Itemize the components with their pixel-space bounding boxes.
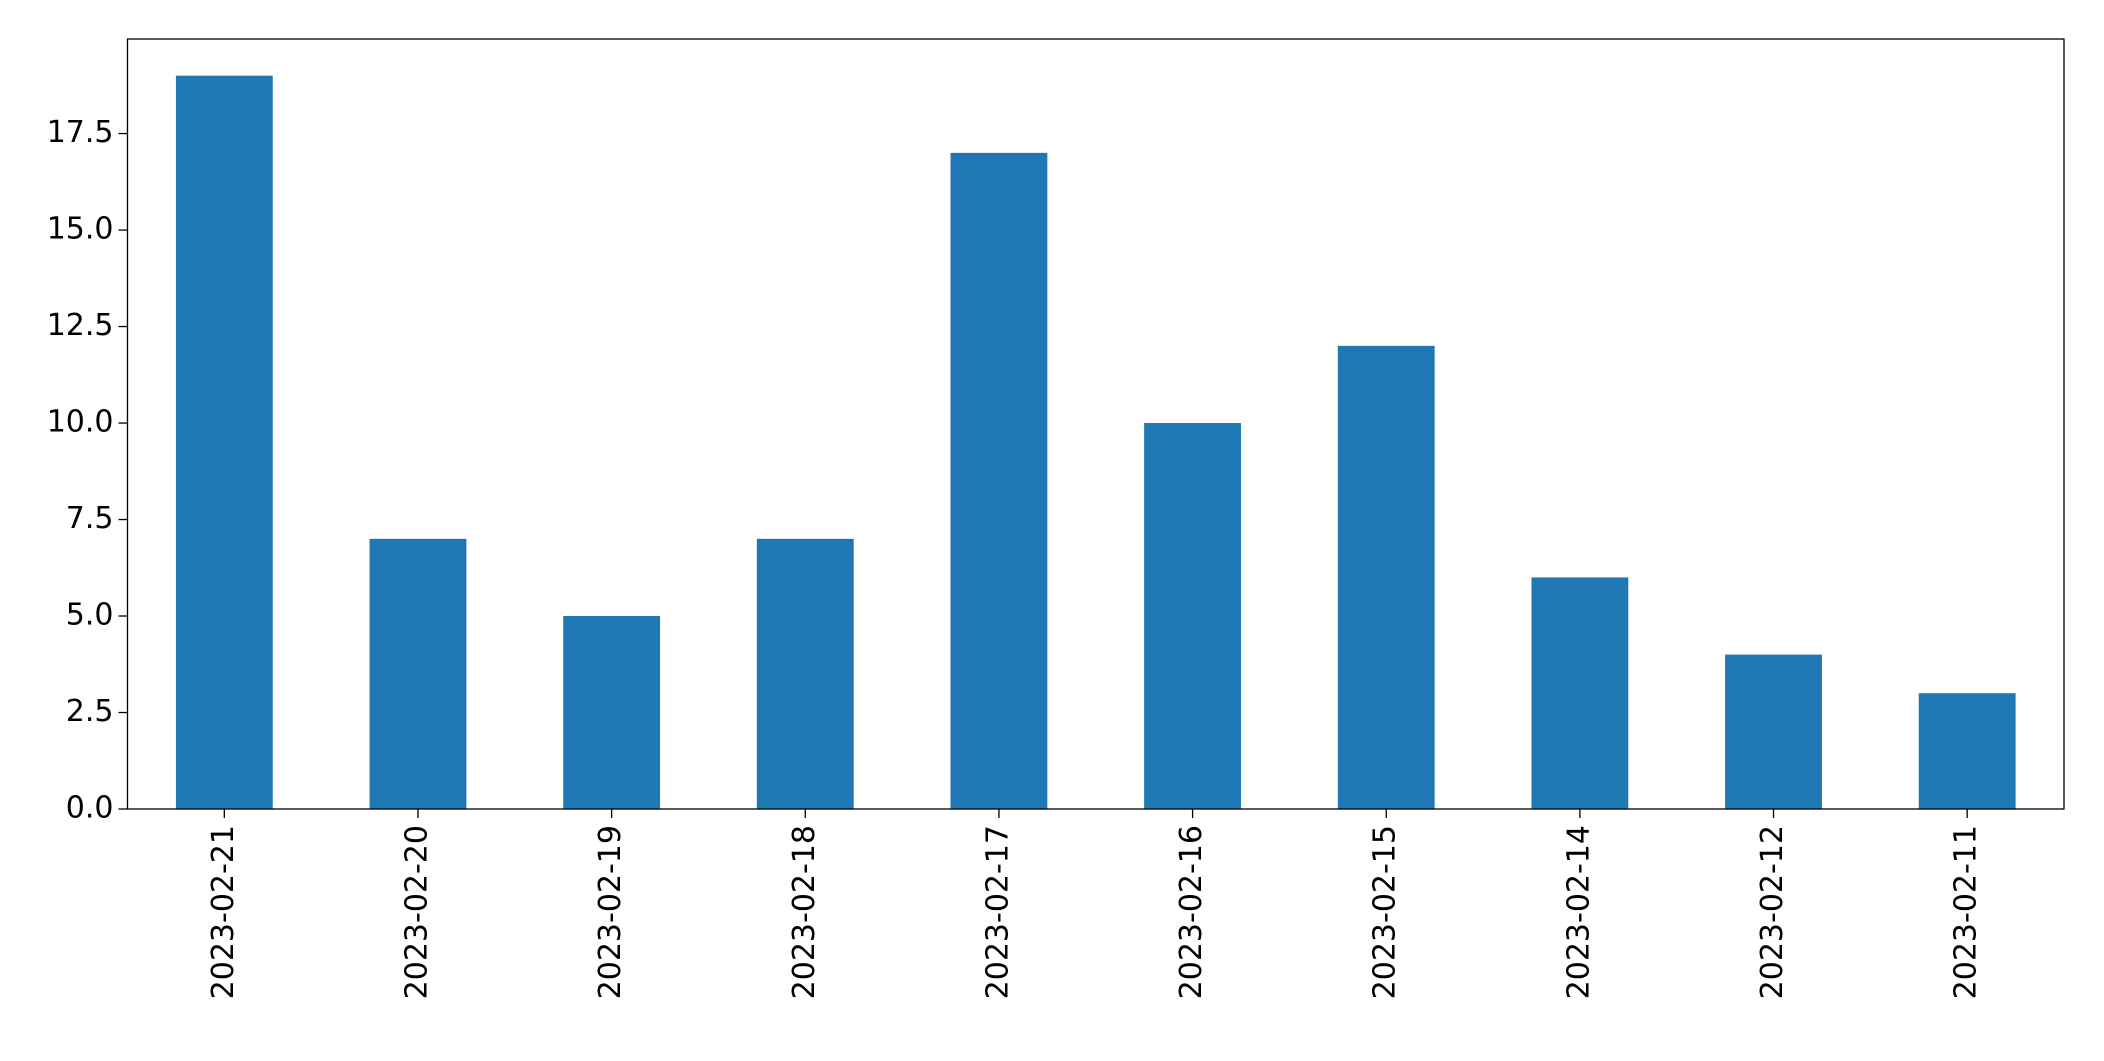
y-tick-label: 5.0 (66, 598, 114, 633)
bar (1337, 345, 1435, 809)
y-tick-label: 10.0 (47, 405, 114, 440)
x-tick-label: 2023-02-18 (787, 825, 822, 999)
x-tick-label: 2023-02-11 (1949, 825, 1984, 999)
x-tick-label: 2023-02-12 (1755, 825, 1790, 999)
bar (369, 538, 467, 809)
x-tick-label: 2023-02-20 (399, 825, 434, 999)
bar (1144, 423, 1241, 809)
bar (563, 616, 661, 809)
y-tick-label: 2.5 (66, 694, 114, 729)
y-tick-label: 7.5 (66, 501, 114, 536)
bar (1725, 654, 1822, 809)
x-tick-label: 2023-02-19 (593, 825, 628, 999)
y-tick-label: 17.5 (47, 115, 114, 150)
y-tick-label: 15.0 (47, 212, 114, 247)
x-tick-label: 2023-02-16 (1174, 825, 1209, 999)
bar (1918, 693, 2016, 809)
y-tick-label: 0.0 (66, 791, 114, 826)
bar (1531, 577, 1629, 809)
x-tick-label: 2023-02-15 (1368, 825, 1403, 999)
x-tick-label: 2023-02-17 (980, 825, 1015, 999)
bar (175, 75, 273, 809)
bar (756, 538, 854, 809)
x-tick-label: 2023-02-21 (206, 825, 241, 999)
plot-frame (126, 38, 2065, 810)
y-tick-label: 12.5 (47, 308, 114, 343)
x-tick-label: 2023-02-14 (1561, 825, 1596, 999)
bar (950, 152, 1048, 810)
